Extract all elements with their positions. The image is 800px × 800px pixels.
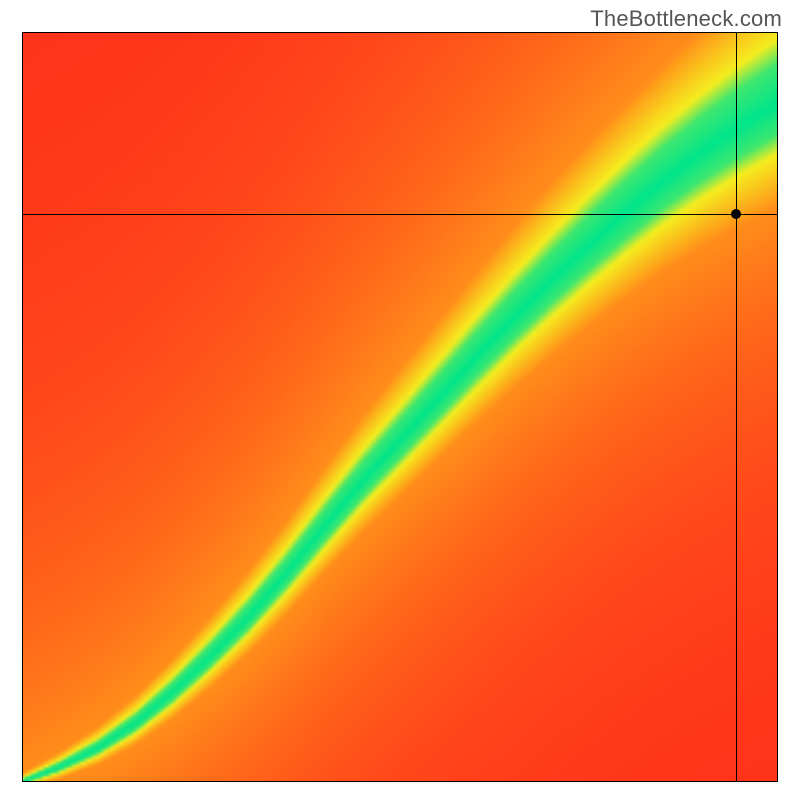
plot-area [22, 32, 778, 782]
chart-container: TheBottleneck.com [0, 0, 800, 800]
watermark-text: TheBottleneck.com [590, 6, 782, 32]
bottleneck-heatmap [22, 32, 778, 782]
